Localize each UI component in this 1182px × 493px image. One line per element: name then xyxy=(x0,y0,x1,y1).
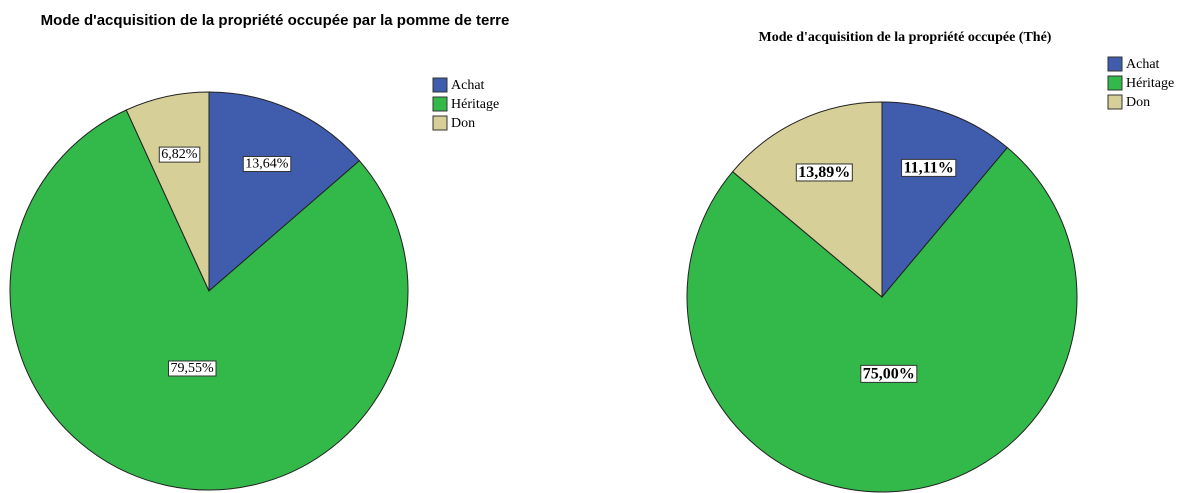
legend-label: Don xyxy=(451,116,475,131)
chart-title: Mode d'acquisition de la propriété occup… xyxy=(40,12,510,29)
pie-slice xyxy=(686,146,1078,493)
pie-slice xyxy=(9,109,409,491)
legend-swatch xyxy=(432,96,448,112)
label-box xyxy=(167,360,217,377)
pie-slice xyxy=(731,101,883,299)
data-label: 79,55% xyxy=(170,361,214,376)
data-label: 13,64% xyxy=(245,157,289,172)
legend-label: Don xyxy=(1126,95,1150,110)
label-box xyxy=(795,163,853,182)
label-box xyxy=(901,158,957,177)
legend-swatch xyxy=(1107,75,1123,91)
legend-label: Héritage xyxy=(451,97,499,112)
data-label: 6,82% xyxy=(161,147,198,162)
legend-label: Héritage xyxy=(1126,76,1174,91)
label-box xyxy=(158,146,201,163)
pie-slice xyxy=(125,91,210,292)
legend-swatch xyxy=(1107,56,1123,72)
pie-slice xyxy=(881,101,1009,299)
legend-swatch xyxy=(432,77,448,93)
legend-label: Achat xyxy=(451,78,485,93)
legend-label: Achat xyxy=(1126,57,1160,72)
legend-swatch xyxy=(1107,94,1123,110)
data-label: 75,00% xyxy=(863,365,915,382)
label-box xyxy=(860,364,918,383)
data-label: 11,11% xyxy=(904,159,954,176)
legend-swatch xyxy=(432,115,448,131)
chart-title: Mode d'acquisition de la propriété occup… xyxy=(758,30,1052,45)
data-label: 13,89% xyxy=(798,164,850,181)
label-box xyxy=(242,156,292,173)
pie-slice xyxy=(208,91,361,293)
